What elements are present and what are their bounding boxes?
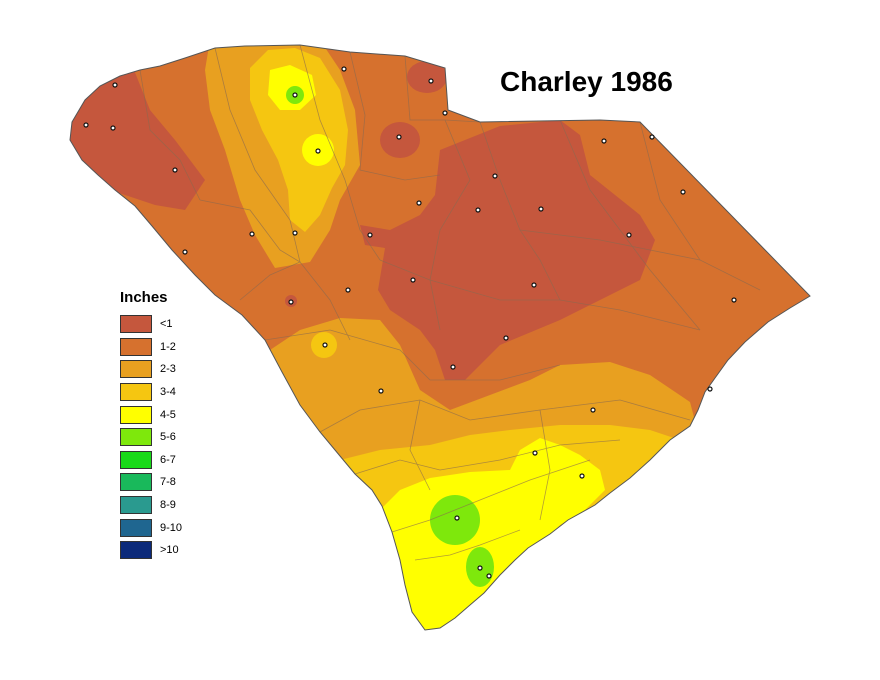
legend-row: 3-4 [120, 381, 182, 404]
station-marker [110, 125, 116, 131]
station-marker [477, 565, 483, 571]
station-marker [396, 134, 402, 140]
zone-under-1-upstate [70, 60, 205, 210]
station-marker [450, 364, 456, 370]
legend-label: 1-2 [160, 340, 176, 353]
station-marker [532, 450, 538, 456]
station-marker [367, 232, 373, 238]
state-outline [69, 44, 811, 631]
station-marker [322, 342, 328, 348]
legend-swatch [120, 473, 152, 492]
legend-swatch [120, 518, 152, 537]
legend-swatch [120, 315, 152, 334]
station-marker [492, 173, 498, 179]
legend-swatch [120, 541, 152, 560]
station-marker [292, 92, 298, 98]
legend-swatch [120, 405, 152, 424]
station-marker [172, 167, 178, 173]
station-marker [626, 232, 632, 238]
legend: Inches <1 1-2 2-3 3-4 4-5 5-6 6-7 7-8 8-9 9-10 >10 [120, 289, 182, 562]
legend-swatch [120, 360, 152, 379]
legend-row: 7-8 [120, 471, 182, 494]
legend-label: 8-9 [160, 499, 176, 512]
station-marker [341, 66, 347, 72]
legend-row: 9-10 [120, 516, 182, 539]
legend-label: 9-10 [160, 521, 183, 534]
zone-under-1-spot-a [380, 122, 420, 158]
legend-label: 2-3 [160, 363, 176, 376]
legend-row: 2-3 [120, 358, 182, 381]
legend-label: 5-6 [160, 431, 176, 444]
zone-5-6-spot-beaufort [430, 495, 480, 545]
station-marker [649, 134, 655, 140]
legend-label: 3-4 [160, 386, 176, 399]
station-marker [416, 200, 422, 206]
station-marker [601, 138, 607, 144]
station-marker [83, 122, 89, 128]
legend-swatch [120, 450, 152, 469]
legend-swatch [120, 428, 152, 447]
station-marker [345, 287, 351, 293]
legend-label: 6-7 [160, 453, 176, 466]
legend-row: 8-9 [120, 494, 182, 517]
station-marker [454, 515, 460, 521]
zone-under-1-central [360, 120, 655, 380]
station-marker [680, 189, 686, 195]
legend-title: Inches [120, 289, 168, 306]
station-marker [531, 282, 537, 288]
station-marker [486, 573, 492, 579]
station-marker [249, 231, 255, 237]
legend-swatch [120, 496, 152, 515]
station-marker [590, 407, 596, 413]
legend-row: 1-2 [120, 336, 182, 359]
legend-row: 4-5 [120, 403, 182, 426]
zone-4-5-lowcountry [380, 438, 605, 630]
legend-rows: <1 1-2 2-3 3-4 4-5 5-6 6-7 7-8 8-9 9-10 >10 [120, 313, 182, 562]
county-boundaries [139, 45, 761, 561]
station-marker [707, 386, 713, 392]
station-marker [378, 388, 384, 394]
legend-swatch [120, 337, 152, 356]
legend-swatch [120, 383, 152, 402]
station-marker [315, 148, 321, 154]
station-marker [475, 207, 481, 213]
station-marker [503, 335, 509, 341]
weather-stations [83, 66, 737, 579]
legend-label: 7-8 [160, 476, 176, 489]
station-marker [538, 206, 544, 212]
legend-label: >10 [160, 544, 179, 557]
map-title: Charley 1986 [500, 66, 673, 97]
station-marker [579, 473, 585, 479]
legend-row: >10 [120, 539, 182, 562]
legend-label: 4-5 [160, 408, 176, 421]
station-marker [182, 249, 188, 255]
legend-row: 6-7 [120, 449, 182, 472]
station-marker [288, 299, 294, 305]
legend-row: 5-6 [120, 426, 182, 449]
station-marker [428, 78, 434, 84]
station-marker [442, 110, 448, 116]
zone-under-1-spot-b [407, 61, 447, 93]
legend-label: <1 [160, 318, 173, 331]
legend-row: <1 [120, 313, 182, 336]
station-marker [410, 277, 416, 283]
station-marker [731, 297, 737, 303]
station-marker [112, 82, 118, 88]
station-marker [292, 230, 298, 236]
